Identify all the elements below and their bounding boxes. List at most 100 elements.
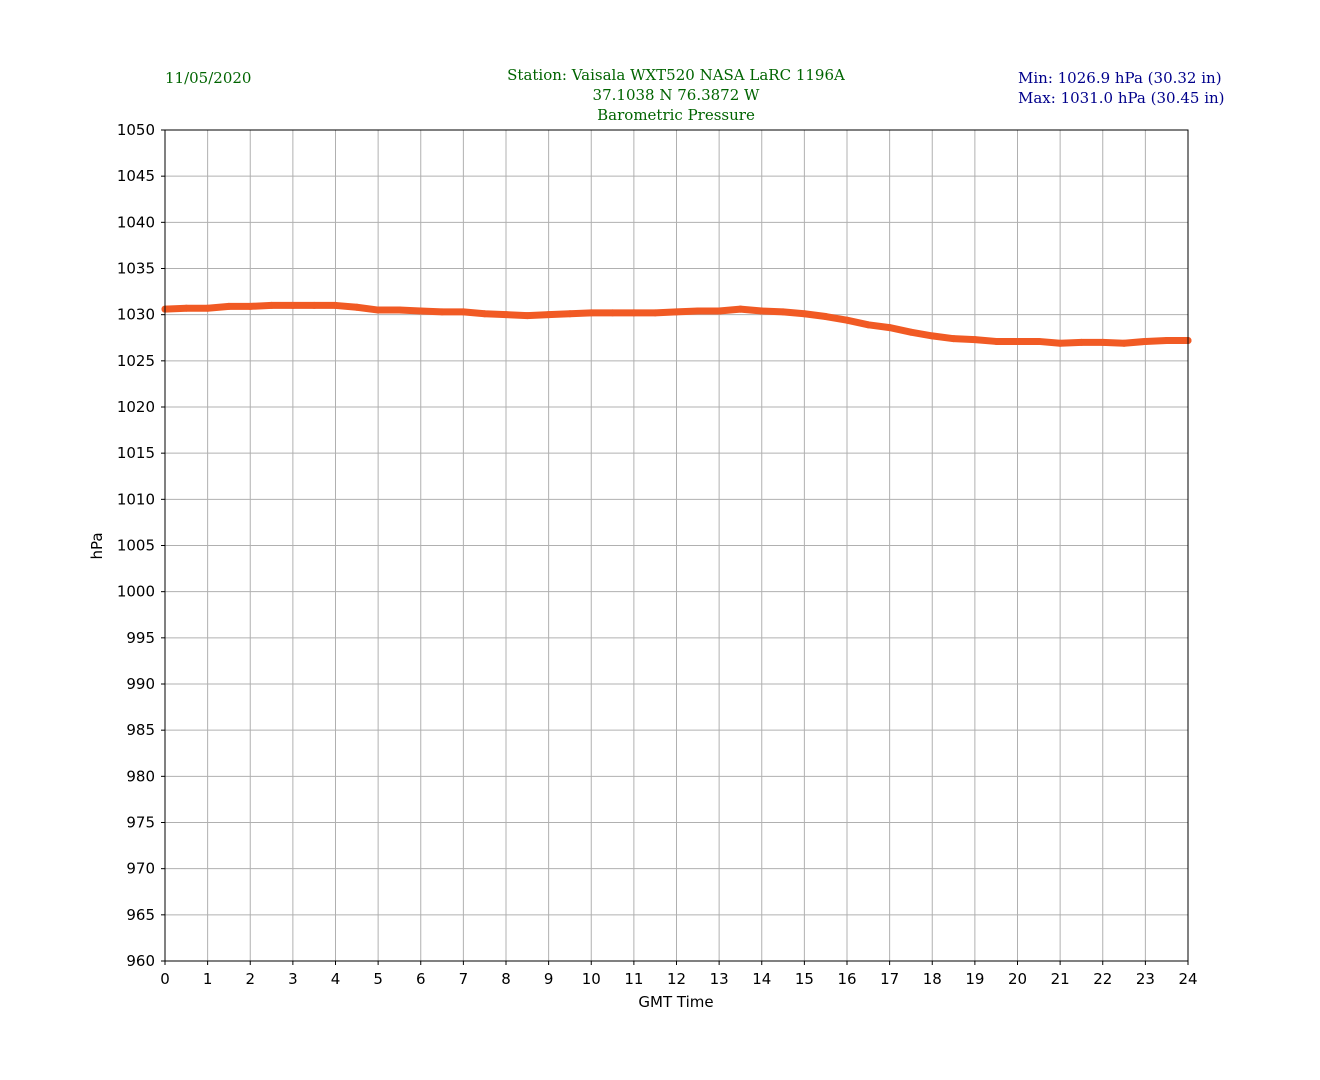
data-point	[523, 312, 531, 320]
data-point	[395, 306, 403, 314]
data-point	[630, 309, 638, 317]
y-tick-label: 1030	[117, 306, 155, 324]
data-point	[779, 308, 787, 316]
data-point	[332, 301, 339, 309]
data-point	[587, 309, 595, 317]
x-tick-label: 4	[331, 970, 341, 988]
data-point	[1014, 337, 1021, 345]
data-point	[758, 307, 766, 315]
data-point	[822, 313, 830, 321]
x-tick-label: 3	[288, 970, 298, 988]
x-tick-label: 21	[1051, 970, 1070, 988]
y-axis-label: hPa	[88, 532, 106, 559]
data-point	[566, 310, 574, 318]
y-tick-label: 975	[126, 814, 155, 832]
data-point	[459, 308, 467, 316]
data-point	[694, 307, 702, 315]
data-point	[225, 302, 233, 310]
x-tick-label: 6	[416, 970, 426, 988]
data-point	[609, 309, 617, 317]
data-point	[289, 301, 297, 309]
y-tick-label: 995	[126, 629, 155, 647]
data-point	[417, 307, 425, 315]
data-point	[1077, 338, 1085, 346]
max-label: Max: 1031.0 hPa (30.45 in)	[1018, 89, 1225, 107]
x-axis-label: GMT Time	[638, 993, 713, 1011]
data-point	[502, 311, 510, 319]
y-tick-label: 1015	[117, 444, 155, 462]
data-point	[1120, 339, 1128, 347]
x-tick-label: 17	[880, 970, 899, 988]
series	[161, 301, 1192, 347]
data-point	[204, 304, 212, 312]
y-tick-label: 1050	[117, 121, 155, 139]
data-point	[1141, 337, 1149, 345]
data-point	[353, 303, 361, 311]
x-tick-label: 9	[544, 970, 554, 988]
x-tick-label: 20	[1008, 970, 1027, 988]
plot-frame	[164, 129, 1189, 962]
data-point	[1099, 338, 1107, 346]
data-point	[182, 304, 190, 312]
data-point	[843, 316, 851, 324]
x-tick-label: 10	[582, 970, 601, 988]
data-point	[800, 310, 808, 318]
y-tick-label: 1035	[117, 260, 155, 278]
y-tick-label: 985	[126, 721, 155, 739]
data-point	[950, 335, 958, 343]
grid	[164, 129, 1189, 962]
y-tick-label: 1045	[117, 167, 155, 185]
x-tick-label: 24	[1178, 970, 1197, 988]
data-point	[736, 305, 744, 313]
data-point	[992, 337, 1000, 345]
title-line-2: 37.1038 N 76.3872 W	[593, 86, 760, 104]
y-tick-label: 980	[126, 767, 155, 785]
x-tick-label: 8	[501, 970, 511, 988]
data-point	[928, 332, 936, 340]
data-point	[715, 307, 723, 315]
y-tick-label: 1025	[117, 352, 155, 370]
x-tick-label: 0	[160, 970, 170, 988]
x-tick-label: 5	[373, 970, 383, 988]
title-line-1: Station: Vaisala WXT520 NASA LaRC 1196A	[507, 66, 845, 84]
x-tick-label: 16	[837, 970, 856, 988]
data-point	[864, 321, 872, 329]
date-label: 11/05/2020	[165, 69, 251, 87]
data-point	[673, 308, 680, 316]
y-tick-label: 960	[126, 952, 155, 970]
title-line-3: Barometric Pressure	[597, 106, 755, 124]
x-tick-label: 15	[795, 970, 814, 988]
data-point	[971, 336, 979, 344]
y-tick-label: 1005	[117, 537, 155, 555]
data-point	[1035, 337, 1043, 345]
x-tick-label: 23	[1136, 970, 1155, 988]
data-point	[246, 302, 254, 310]
data-point	[907, 328, 915, 336]
data-point	[481, 310, 489, 318]
x-tick-label: 14	[752, 970, 771, 988]
y-tick-label: 970	[126, 860, 155, 878]
data-point	[651, 309, 659, 317]
y-tick-label: 990	[126, 675, 155, 693]
x-tick-label: 18	[923, 970, 942, 988]
y-tick-label: 1010	[117, 490, 155, 508]
y-tick-label: 1020	[117, 398, 155, 416]
data-point	[1056, 339, 1064, 347]
min-label: Min: 1026.9 hPa (30.32 in)	[1018, 69, 1222, 87]
data-point	[886, 324, 894, 332]
y-tick-label: 1040	[117, 213, 155, 231]
y-tick-label: 965	[126, 906, 155, 924]
x-tick-label: 2	[245, 970, 255, 988]
data-point	[374, 306, 382, 314]
x-tick-label: 13	[710, 970, 729, 988]
data-point	[545, 311, 553, 319]
x-tick-label: 7	[459, 970, 469, 988]
data-point	[310, 301, 318, 309]
data-point	[438, 308, 446, 316]
x-tick-label: 22	[1093, 970, 1112, 988]
x-tick-label: 1	[203, 970, 213, 988]
x-tick-label: 11	[624, 970, 643, 988]
data-point	[1163, 337, 1171, 345]
x-tick-label: 19	[965, 970, 984, 988]
